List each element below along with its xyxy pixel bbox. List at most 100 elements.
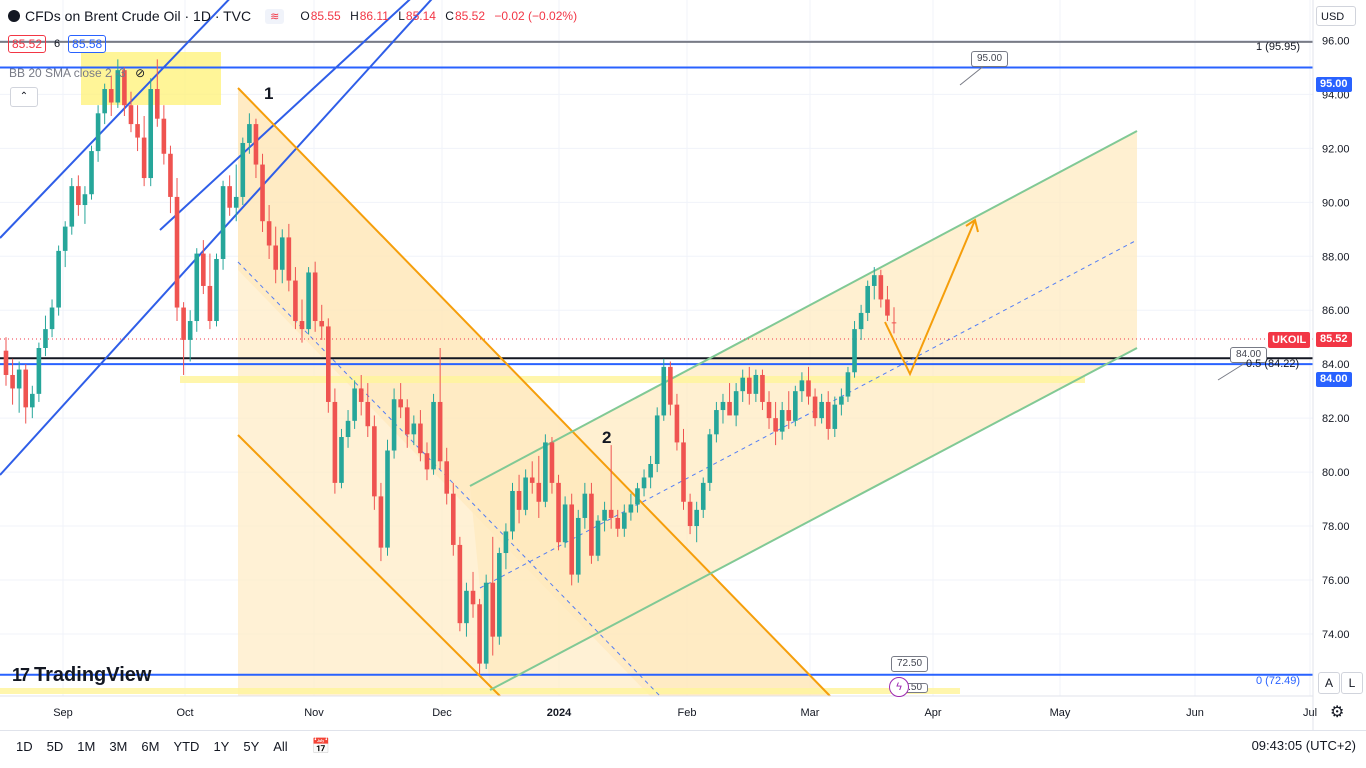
hide-eye-icon[interactable]: ⊘ (135, 66, 146, 80)
auto-scale-button[interactable]: A (1318, 672, 1340, 694)
candle-body (247, 124, 252, 143)
time-tick-label: Mar (801, 707, 820, 719)
time-tick-label: Sep (53, 707, 73, 719)
candle-body (628, 504, 634, 513)
candle-body (345, 420, 351, 438)
candle-body (312, 272, 318, 322)
candle-body (740, 377, 746, 392)
candle-body (411, 423, 417, 435)
price-tick-label: 90.00 (1322, 197, 1350, 209)
compare-icon[interactable]: ≋ (265, 8, 285, 24)
candle-body (286, 237, 292, 281)
log-scale-button[interactable]: L (1341, 672, 1363, 694)
candle-body (589, 493, 594, 556)
goto-date-calendar-icon[interactable]: 📅 (311, 738, 331, 755)
time-tick-label: Apr (924, 707, 941, 719)
candle-body (3, 350, 9, 375)
candle-body (154, 89, 160, 119)
tradingview-logo[interactable]: 17 TradingView (12, 664, 151, 687)
candle-body (575, 517, 581, 575)
lightning-event-icon[interactable]: ϟ (889, 677, 909, 697)
clock-timezone[interactable]: 09:43:05 (UTC+2) (1251, 738, 1356, 753)
currency-selector[interactable]: USD (1316, 6, 1356, 26)
price-tag-95: 95.00 (1316, 77, 1352, 92)
candle-body (378, 496, 384, 548)
candle-body (753, 374, 759, 394)
timeframe-button[interactable]: YTD (173, 738, 200, 754)
candle-body (654, 415, 660, 464)
candle-body (332, 401, 338, 483)
timeframe-button[interactable]: 6M (141, 738, 160, 754)
candle-body (457, 544, 463, 624)
candle-body (23, 369, 29, 408)
candle-body (615, 517, 621, 529)
candle-body (760, 374, 765, 402)
price-callout-95[interactable]: 95.00 (971, 51, 1009, 67)
price-chart[interactable]: 96.00 94.00 92.00 90.00 88.00 86.00 84.00 82.00… (0, 0, 1366, 730)
timeframe-button[interactable]: 1Y (213, 738, 230, 754)
indicator-label[interactable]: BB 20 SMA close 2 -3 (9, 66, 126, 80)
sell-price-button[interactable]: 85.52 (8, 35, 47, 53)
candle-body (227, 186, 232, 208)
indicator-legend[interactable]: BB 20 SMA close 2 -3 ⊘ (9, 66, 145, 80)
timeframe-button[interactable]: 5Y (243, 738, 260, 754)
candle-body (694, 509, 699, 527)
candle-body (477, 604, 482, 664)
candle-body (529, 477, 535, 483)
price-tick-label: 82.00 (1322, 413, 1350, 425)
candle-body (82, 194, 88, 206)
chart-header: CFDs on Brent Crude Oil · 1D · TVC ≋ O85… (0, 0, 583, 32)
candle-body (569, 504, 574, 575)
candle-body (858, 312, 864, 330)
timeframe-button[interactable]: 5D (46, 738, 64, 754)
time-tick-label: Nov (304, 707, 324, 719)
candle-body (56, 250, 61, 308)
bid-ask-panel: 85.52 6 85.58 (8, 35, 107, 53)
candle-body (424, 453, 430, 470)
candle-body (115, 70, 121, 103)
time-tick-label: Jul (1303, 707, 1317, 719)
candle-body (253, 124, 259, 165)
settings-gear-icon[interactable]: ⚙ (1330, 704, 1345, 721)
candle-body (161, 118, 167, 154)
candle-body (260, 164, 265, 222)
price-tick-label: 86.00 (1322, 305, 1350, 317)
high-value: 86.11 (359, 9, 389, 23)
time-tick-label: Dec (432, 707, 452, 719)
price-tick-label: 74.00 (1322, 629, 1350, 641)
candle-body (622, 512, 627, 529)
tradingview-mark-icon: 17 (12, 665, 30, 685)
candle-body (404, 407, 410, 435)
orange-channel-mid (237, 261, 661, 697)
buy-price-button[interactable]: 85.58 (68, 35, 107, 53)
callout-leader-84 (1217, 359, 1251, 381)
candle-body (194, 253, 200, 322)
candle-body (214, 258, 219, 322)
highlight-zone-bottom (0, 688, 960, 694)
orange-channel-upper (237, 87, 831, 697)
change-value: −0.02 (−0.02%) (494, 9, 578, 23)
candle-body (326, 326, 331, 402)
candle-body (885, 299, 890, 316)
price-tick-label: 96.00 (1322, 35, 1350, 47)
timeframe-button[interactable]: 1M (77, 738, 96, 754)
symbol-logo-icon[interactable] (8, 10, 20, 22)
candle-body (372, 426, 377, 497)
candle-body (464, 590, 469, 624)
price-callout-84[interactable]: 84.00 (1230, 347, 1268, 363)
timeframe-button[interactable]: 3M (109, 738, 128, 754)
symbol-title[interactable]: CFDs on Brent Crude Oil · 1D · TVC (25, 8, 252, 24)
fib-level-05-label: 0.5 (84.22) (1246, 358, 1300, 370)
ascending-channel-fill (470, 131, 1137, 690)
candle-body (108, 89, 114, 103)
timeframe-button[interactable]: All (273, 738, 288, 754)
candle-body (562, 504, 568, 543)
candle-body (891, 322, 897, 324)
candle-body (839, 396, 844, 405)
timeframe-button[interactable]: 1D (16, 738, 33, 754)
candle-body (779, 410, 785, 432)
price-callout-72-50[interactable]: 72.50 (891, 656, 929, 672)
collapse-legend-button[interactable]: ⌃ (10, 87, 38, 107)
candle-body (661, 366, 667, 416)
candle-body (543, 442, 548, 502)
